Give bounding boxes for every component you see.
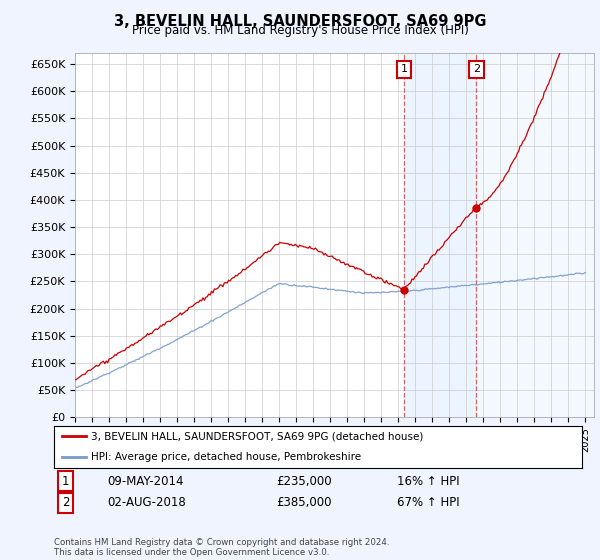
Text: 3, BEVELIN HALL, SAUNDERSFOOT, SA69 9PG: 3, BEVELIN HALL, SAUNDERSFOOT, SA69 9PG [114,14,486,29]
Text: £235,000: £235,000 [276,475,331,488]
Text: 09-MAY-2014: 09-MAY-2014 [107,475,184,488]
Text: 1: 1 [400,64,407,74]
Text: 02-AUG-2018: 02-AUG-2018 [107,496,185,509]
Text: Contains HM Land Registry data © Crown copyright and database right 2024.
This d: Contains HM Land Registry data © Crown c… [54,538,389,557]
Text: HPI: Average price, detached house, Pembrokeshire: HPI: Average price, detached house, Pemb… [91,452,361,462]
Text: 1: 1 [62,475,70,488]
Bar [404,53,476,417]
Text: 3, BEVELIN HALL, SAUNDERSFOOT, SA69 9PG (detached house): 3, BEVELIN HALL, SAUNDERSFOOT, SA69 9PG … [91,431,424,441]
Text: 2: 2 [62,496,70,509]
Bar [476,53,594,417]
Text: 2: 2 [473,64,480,74]
Text: £385,000: £385,000 [276,496,331,509]
Text: 67% ↑ HPI: 67% ↑ HPI [397,496,460,509]
Text: Price paid vs. HM Land Registry's House Price Index (HPI): Price paid vs. HM Land Registry's House … [131,24,469,36]
Text: 16% ↑ HPI: 16% ↑ HPI [397,475,460,488]
